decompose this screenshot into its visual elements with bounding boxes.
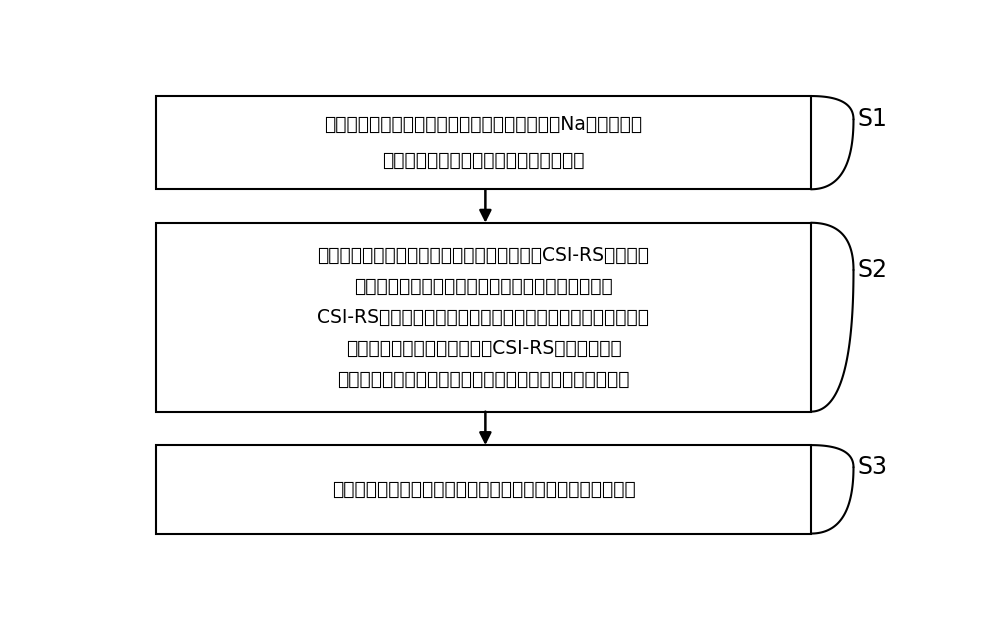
Text: S3: S3 — [858, 455, 888, 479]
Text: 接收所述反馈系数，并基于所述反馈系数对下行信道进行估计: 接收所述反馈系数，并基于所述反馈系数对下行信道进行估计 — [332, 480, 635, 499]
Text: 信号进行下行信道估计后在频域上叠加并量化得到反馈系数: 信号进行下行信道估计后在频域上叠加并量化得到反馈系数 — [337, 370, 630, 389]
Text: 做共轭或共轭转置运算，得到预编码矩阵: 做共轭或共轭转置运算，得到预编码矩阵 — [382, 151, 585, 170]
Text: S2: S2 — [858, 258, 888, 282]
Text: 量化得到反馈系数，或者根据CSI-RS端口的子载波: 量化得到反馈系数，或者根据CSI-RS端口的子载波 — [346, 339, 621, 358]
Text: S1: S1 — [858, 107, 888, 132]
FancyBboxPatch shape — [156, 445, 811, 533]
Text: 对上行或下行信道的协方差矩阵特征分解得到的Na个特征向量: 对上行或下行信道的协方差矩阵特征分解得到的Na个特征向量 — [324, 116, 642, 134]
FancyBboxPatch shape — [156, 223, 811, 412]
Text: 基于所述预编码矩阵对信道状态信息参考信号CSI-RS进行预编: 基于所述预编码矩阵对信道状态信息参考信号CSI-RS进行预编 — [317, 245, 649, 265]
FancyBboxPatch shape — [156, 96, 811, 189]
Text: CSI-RS端口的子载波信号在频域上叠加后进行下行信道估计并: CSI-RS端口的子载波信号在频域上叠加后进行下行信道估计并 — [317, 307, 649, 327]
Text: 码后，通过子载波发送至用户终端，以使用户终端将: 码后，通过子载波发送至用户终端，以使用户终端将 — [354, 276, 613, 296]
